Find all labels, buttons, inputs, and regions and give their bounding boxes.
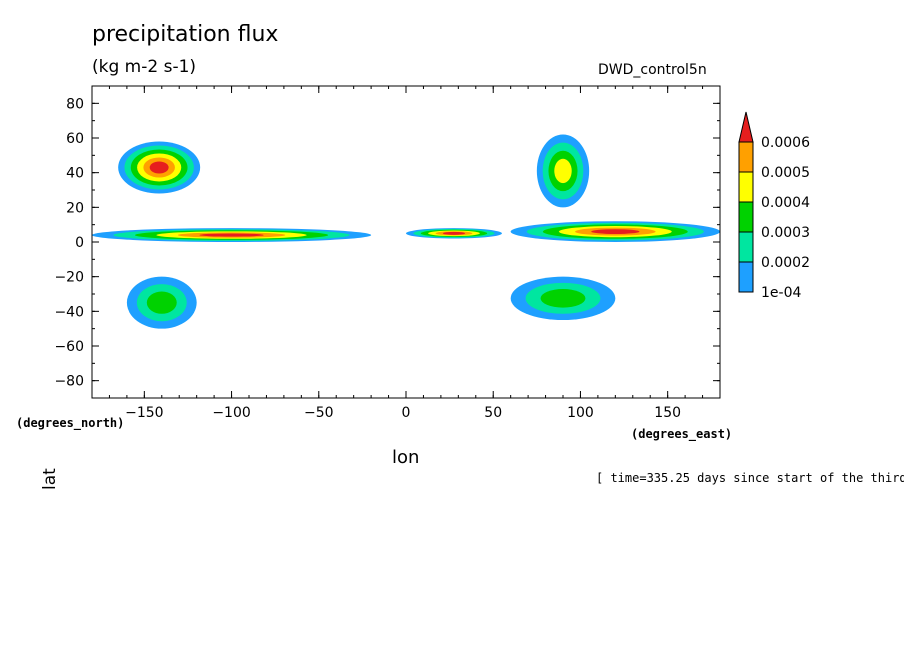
x-axis-unit: (degrees_east)	[631, 427, 733, 441]
y-axis-unit: (degrees_north)	[16, 416, 125, 430]
colorbar-label: 0.0005	[761, 165, 810, 181]
precip-field	[92, 134, 720, 329]
precip-feature-1-level-6	[442, 231, 466, 235]
colorbar-label: 0.0004	[761, 195, 810, 211]
x-tick-label: −100	[212, 405, 250, 421]
precip-feature-6-level-3	[540, 289, 586, 308]
y-tick-label: 40	[66, 166, 84, 182]
y-tick-label: 20	[66, 200, 84, 216]
x-tick-label: −50	[304, 405, 334, 421]
colorbar-arrow	[738, 111, 754, 143]
chart-title: precipitation flux	[92, 22, 279, 47]
y-tick-label: −20	[54, 270, 84, 286]
colorbar-label: 1e-04	[761, 285, 801, 301]
precip-feature-2-level-6	[591, 229, 640, 235]
x-tick-label: 50	[484, 405, 502, 421]
precip-feature-5-level-3	[146, 291, 177, 314]
x-tick-label: 150	[654, 405, 681, 421]
precip-feature-3-level-6	[149, 161, 169, 174]
colorbar-box-1	[738, 261, 754, 293]
x-tick-label: 100	[567, 405, 594, 421]
colorbar: 1e-04 0.0002 0.0003 0.0004 0.0005 0.0006	[738, 111, 810, 301]
colorbar-label: 0.0002	[761, 255, 810, 271]
colorbar-box-5	[738, 141, 754, 173]
y-tick-label: −60	[54, 339, 84, 355]
x-tick-label: −150	[125, 405, 163, 421]
colorbar-label: 0.0003	[761, 225, 810, 241]
y-tick-label: 0	[75, 235, 84, 251]
y-tick-label: 60	[66, 131, 84, 147]
colorbar-label: 0.0006	[761, 135, 810, 151]
colorbar-box-3	[738, 201, 754, 233]
y-tick-label: −80	[54, 374, 84, 390]
x-tick-label: 0	[402, 405, 411, 421]
colorbar-box-4	[738, 171, 754, 203]
colorbar-box-2	[738, 231, 754, 263]
x-axis-label: lon	[392, 447, 420, 468]
plot-frame	[91, 85, 721, 399]
run-label: DWD_control5n	[598, 62, 707, 78]
time-label: [ time=335.25 days since start of the th…	[596, 471, 904, 485]
axis-ticks: −150 −100 −50 0 50 100 150 80 60 40 20 0 −20 −40 −60 −8…	[54, 86, 720, 421]
precip-feature-4-level-4	[554, 158, 572, 184]
chart-units: (kg m-2 s-1)	[92, 57, 197, 77]
y-tick-label: −40	[54, 304, 84, 320]
precip-feature-0-level-6	[199, 233, 264, 237]
y-tick-label: 80	[66, 96, 84, 112]
